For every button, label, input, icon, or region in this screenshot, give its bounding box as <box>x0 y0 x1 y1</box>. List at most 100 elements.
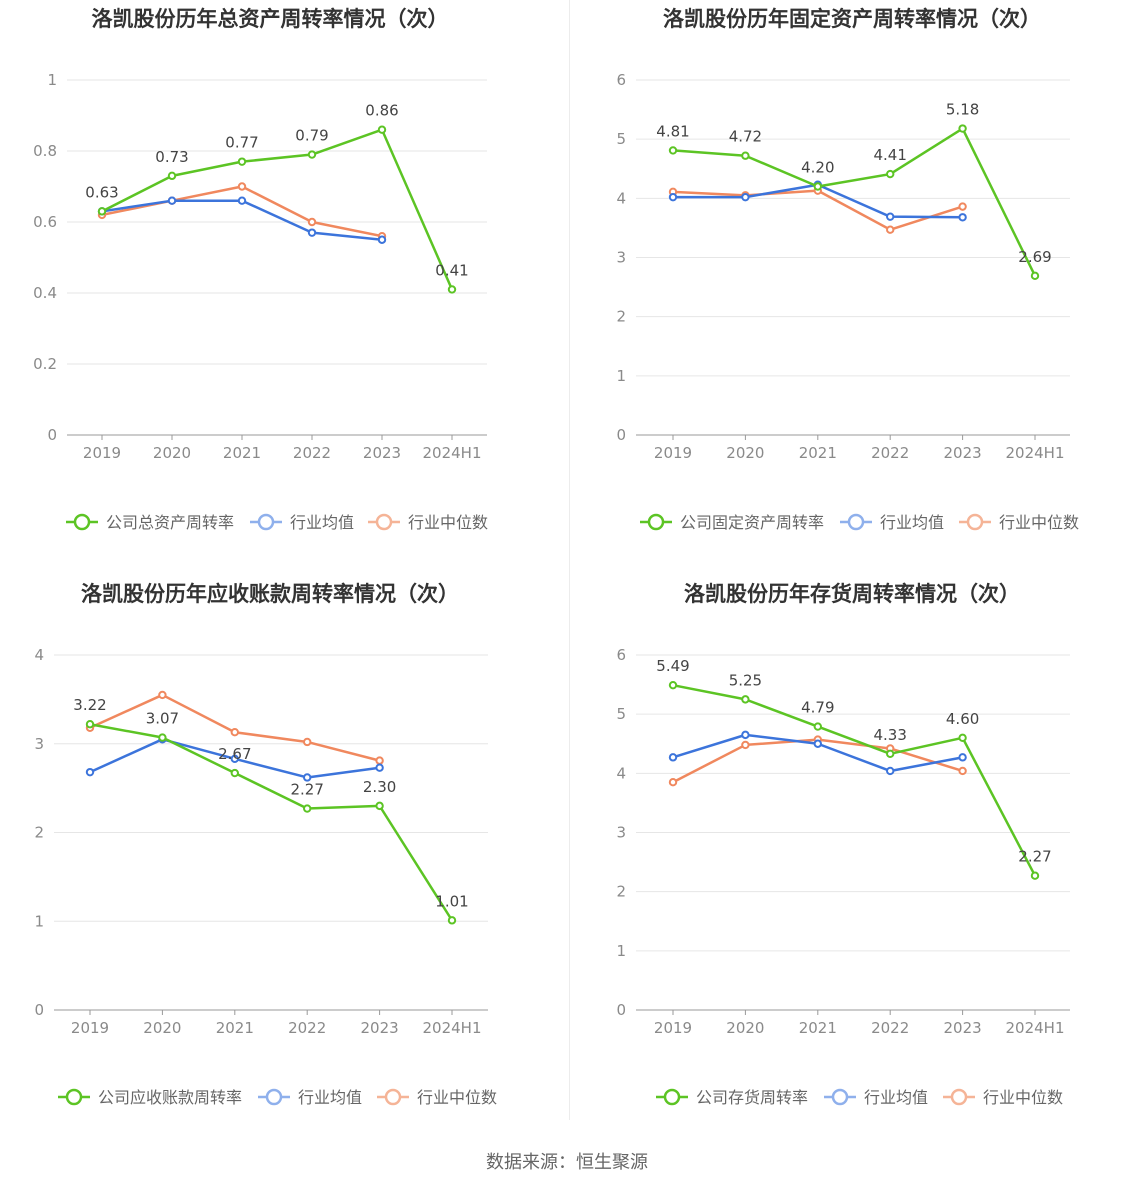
legend-label: 公司固定资产周转率 <box>680 513 824 532</box>
y-tick-label: 0 <box>47 426 57 444</box>
x-tick-label: 2021 <box>799 444 837 462</box>
x-tick-label: 2024H1 <box>423 1019 482 1037</box>
data-label: 2.67 <box>218 745 251 763</box>
x-tick-label: 2022 <box>293 444 331 462</box>
legend-marker-icon <box>663 1088 681 1106</box>
legend-company: 公司固定资产周转率 <box>640 513 824 532</box>
legend-company: 公司总资产周转率 <box>66 513 234 532</box>
chart-panel-fixed-assets: 洛凯股份历年固定资产周转率情况（次） 0 1 2 3 4 5 6 2019 2020 2021 202… <box>572 0 1134 560</box>
y-tick-label: 4 <box>616 189 626 207</box>
series-line-company <box>672 683 1037 877</box>
data-point-industry-median <box>886 225 895 234</box>
legend-label: 行业均值 <box>298 1088 362 1107</box>
data-label: 5.25 <box>729 671 762 689</box>
legend-label: 行业均值 <box>290 513 354 532</box>
y-tick-label: 4 <box>34 646 44 664</box>
data-point-industry-median <box>158 690 167 700</box>
y-tick-label: 2 <box>616 883 626 901</box>
y-tick-label: 3 <box>34 735 44 753</box>
data-point-industry-average <box>886 766 895 776</box>
legend-marker-icon <box>847 513 865 531</box>
y-tick-label: 0 <box>616 1001 626 1019</box>
legend-label: 公司应收账款周转率 <box>98 1088 242 1107</box>
series-line-industry-median <box>101 185 383 238</box>
y-tick-label: 1 <box>616 367 626 385</box>
chart-total-assets: 洛凯股份历年总资产周转率情况（次） 0 0.2 0.4 0.6 0.8 1 2019 2020 2… <box>33 7 488 532</box>
x-tick-label: 2022 <box>871 1019 909 1037</box>
y-tick-label: 0 <box>616 426 626 444</box>
data-point-company <box>813 182 823 191</box>
x-tick-label: 2020 <box>143 1019 181 1037</box>
data-label: 4.81 <box>656 122 689 140</box>
data-label: 2.30 <box>363 778 396 796</box>
chart-title: 洛凯股份历年应收账款周转率情况（次） <box>81 582 459 606</box>
legend-label: 行业中位数 <box>417 1088 497 1107</box>
data-point-industry-average <box>377 235 387 244</box>
data-point-company <box>958 124 967 133</box>
x-tick-label: 2019 <box>654 1019 692 1037</box>
data-label: 0.86 <box>365 102 398 120</box>
y-tick-label: 3 <box>616 249 626 267</box>
y-tick-label: 1 <box>47 71 57 89</box>
x-tick-label: 2024H1 <box>423 444 482 462</box>
y-tick-label: 0.2 <box>33 355 57 373</box>
data-point-industry-average <box>813 739 823 748</box>
legend-marker-icon <box>265 1088 283 1106</box>
data-point-industry-average <box>375 763 384 772</box>
data-label: 4.79 <box>801 699 834 717</box>
data-point-company <box>447 285 457 294</box>
chart-title: 洛凯股份历年总资产周转率情况（次） <box>92 7 449 31</box>
chart-panel-receivables: 洛凯股份历年应收账款周转率情况（次） 0 1 2 3 4 2019 2020 2021 2022 2… <box>0 575 565 1135</box>
x-tick-label: 2023 <box>944 444 982 462</box>
data-point-industry-average <box>167 196 177 205</box>
x-tick-label: 2023 <box>361 1019 399 1037</box>
y-tick-label: 1 <box>616 942 626 960</box>
data-point-industry-median <box>668 778 678 787</box>
legend-marker-icon <box>950 1088 968 1106</box>
data-point-company <box>377 125 387 134</box>
y-tick-label: 0 <box>34 1001 44 1019</box>
legend-industry-average: 行业均值 <box>840 513 944 532</box>
y-tick-label: 0.6 <box>33 213 57 231</box>
legend-label: 行业中位数 <box>999 513 1079 532</box>
data-label: 5.49 <box>656 657 689 675</box>
x-tick-label: 2024H1 <box>1006 1019 1065 1037</box>
data-point-company <box>375 801 384 811</box>
data-label: 0.77 <box>225 134 258 152</box>
data-point-company <box>167 171 177 181</box>
data-point-company <box>303 804 312 813</box>
data-label: 1.01 <box>435 892 468 910</box>
legend-label: 行业中位数 <box>983 1088 1063 1107</box>
data-label: 3.07 <box>146 710 179 728</box>
legend-company: 公司存货周转率 <box>656 1088 808 1107</box>
data-label: 2.27 <box>290 781 323 799</box>
data-point-company <box>668 146 678 155</box>
data-point-company <box>447 916 457 925</box>
x-tick-label: 2020 <box>726 1019 764 1037</box>
data-point-industry-average <box>303 773 312 782</box>
y-tick-label: 6 <box>616 71 626 89</box>
data-source-footer: 数据来源：恒生聚源 <box>486 1152 648 1173</box>
data-label: 0.73 <box>155 148 188 166</box>
chart-title: 洛凯股份历年存货周转率情况（次） <box>684 582 1020 606</box>
data-point-company <box>886 749 895 759</box>
data-label: 5.18 <box>946 101 979 119</box>
data-point-company <box>1030 271 1040 281</box>
data-point-company <box>97 207 107 216</box>
x-tick-label: 2024H1 <box>1006 444 1065 462</box>
y-tick-label: 6 <box>616 646 626 664</box>
x-tick-label: 2023 <box>363 444 401 462</box>
x-tick-label: 2021 <box>799 1019 837 1037</box>
chart-inventory: 洛凯股份历年存货周转率情况（次） 0 1 2 3 4 5 6 2019 2020 2021 2022 2… <box>616 582 1070 1107</box>
x-tick-label: 2021 <box>216 1019 254 1037</box>
y-tick-label: 2 <box>616 308 626 326</box>
data-point-company <box>237 157 247 166</box>
chart-fixed-assets: 洛凯股份历年固定资产周转率情况（次） 0 1 2 3 4 5 6 2019 2020 2021 202… <box>616 7 1079 532</box>
legend-industry-average: 行业均值 <box>250 513 354 532</box>
legend-industry-median: 行业中位数 <box>959 513 1079 532</box>
data-point-company <box>85 720 95 729</box>
data-point-industry-median <box>741 740 750 750</box>
data-label: 4.20 <box>801 159 834 177</box>
data-point-company <box>668 680 678 690</box>
x-tick-label: 2019 <box>654 444 692 462</box>
